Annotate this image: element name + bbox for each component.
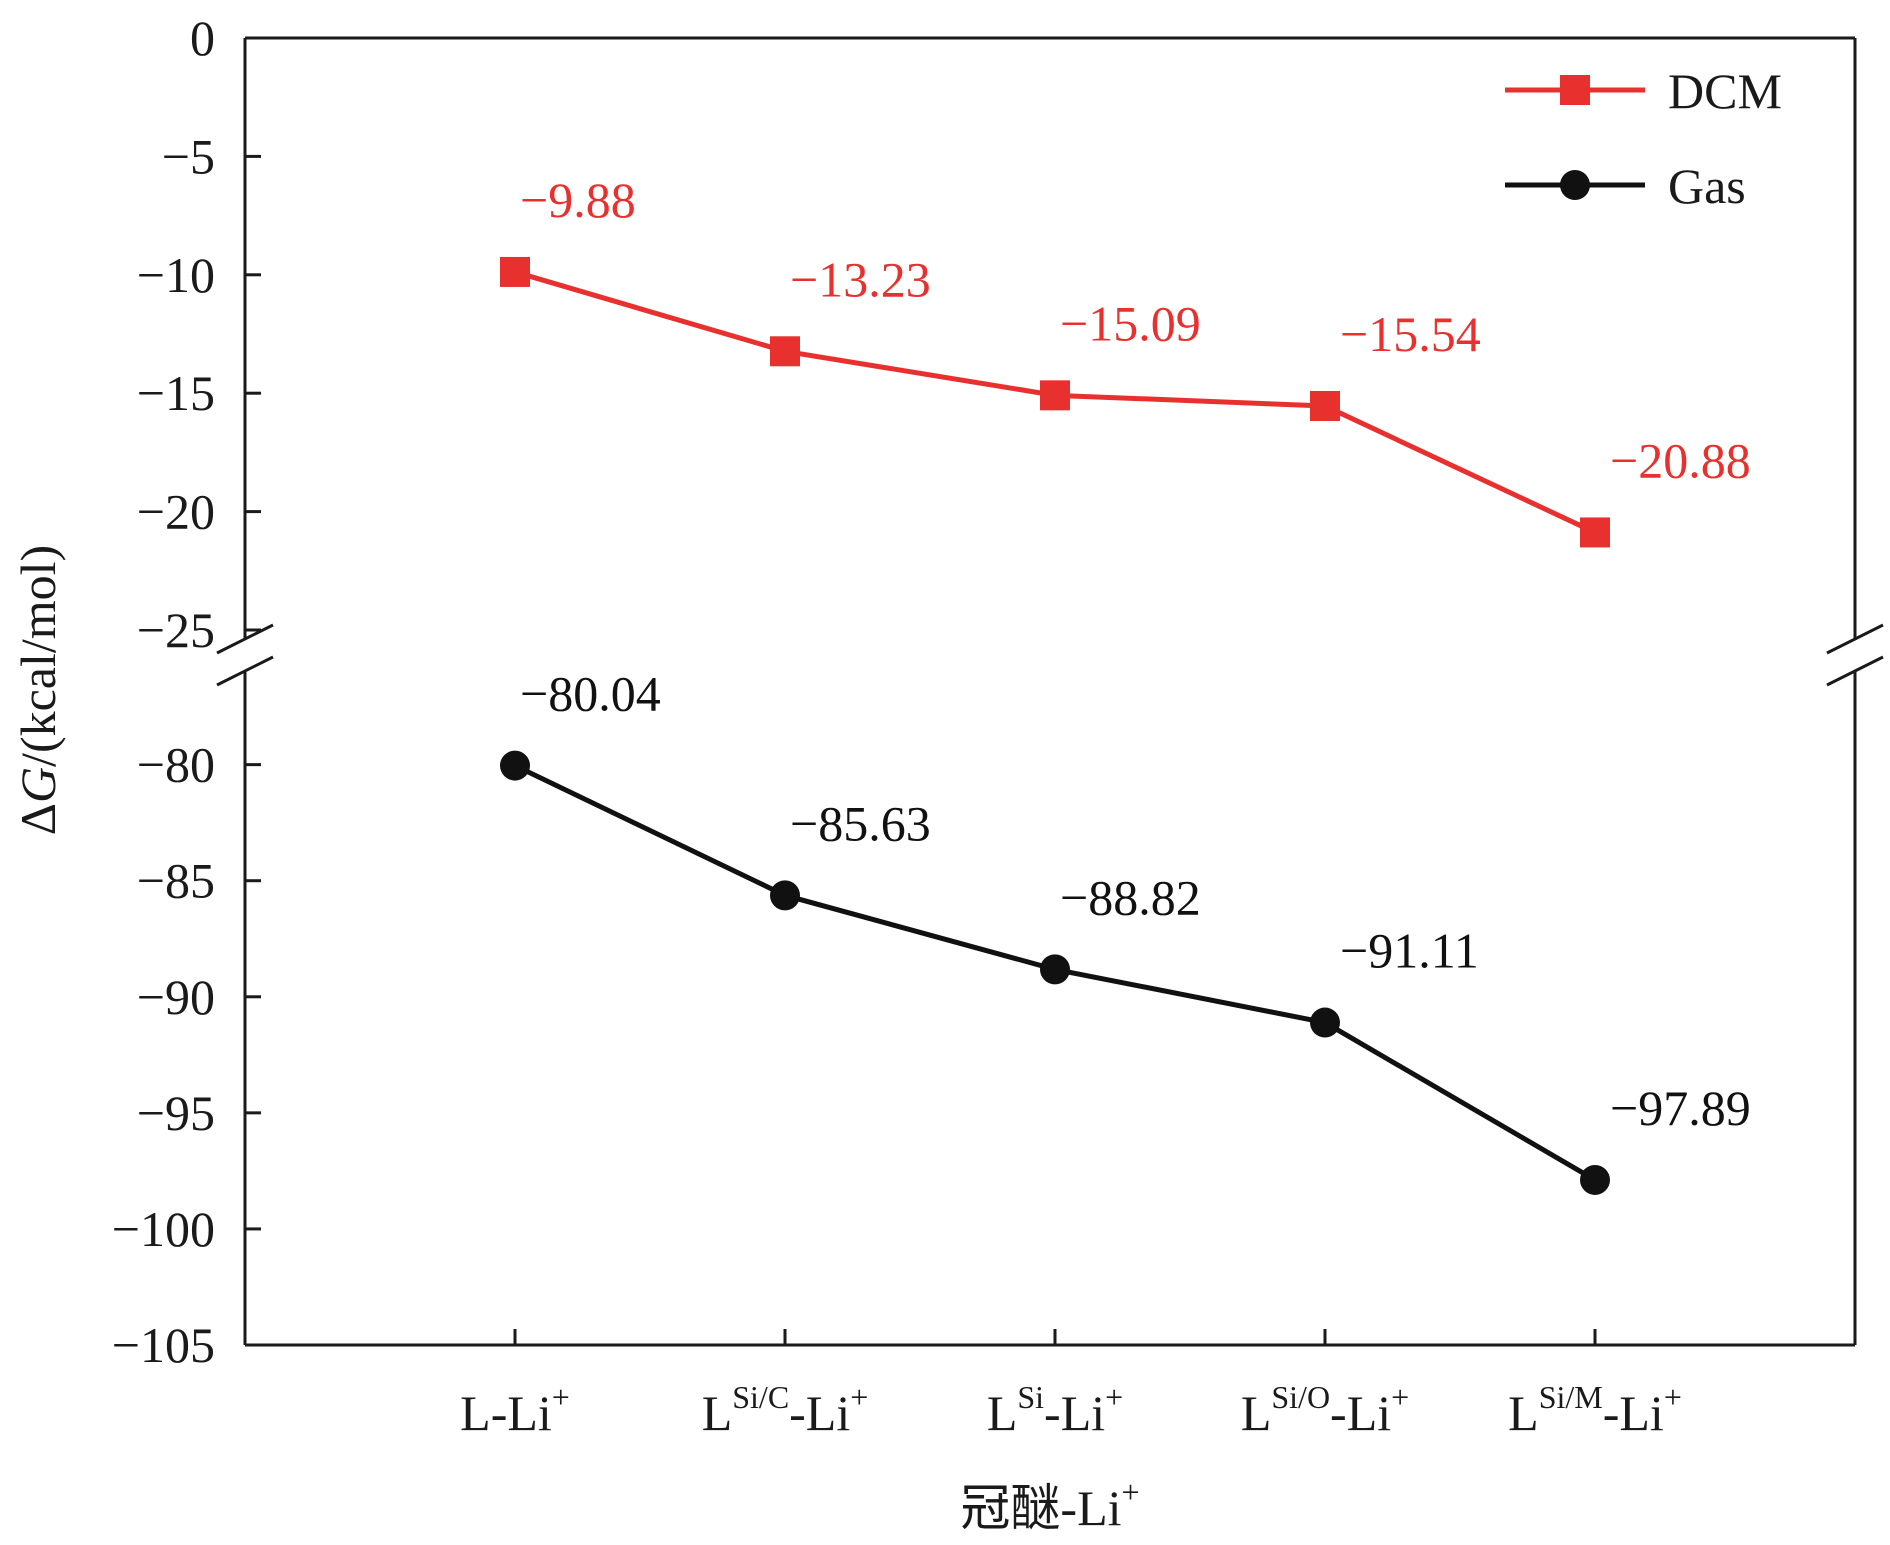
x-tick-label: L-Li+	[460, 1379, 570, 1441]
dcm-data-label: −9.88	[520, 172, 636, 228]
legend: DCM Gas	[1505, 63, 1782, 214]
lower-y-tick-label: −95	[137, 1085, 215, 1141]
dcm-legend-label: DCM	[1668, 63, 1782, 119]
gas-point	[770, 880, 800, 911]
dcm-legend-marker	[1560, 75, 1590, 105]
upper-y-tick-label: −20	[137, 484, 215, 540]
dcm-point	[1580, 517, 1610, 548]
gas-data-label: −97.89	[1610, 1080, 1751, 1136]
lower-y-tick-label: −80	[137, 737, 215, 793]
upper-y-tick-label: 0	[190, 10, 215, 66]
gas-data-label: −80.04	[520, 666, 661, 722]
left-break-mark	[216, 655, 274, 687]
upper-y-tick-label: −5	[162, 128, 215, 184]
gas-data-label: −85.63	[790, 795, 931, 851]
plot-frame	[216, 36, 1884, 1347]
x-axis-title: 冠醚-Li+	[960, 1474, 1139, 1536]
gas-point	[500, 750, 530, 781]
series-layer	[500, 256, 1610, 1195]
gas-point	[1040, 954, 1070, 985]
lower-y-tick-label: −100	[112, 1201, 215, 1257]
dcm-point	[1040, 380, 1070, 411]
lower-y-tick-label: −105	[112, 1317, 215, 1373]
left-break-mark	[216, 623, 274, 655]
x-tick-label: LSi-Li+	[987, 1379, 1123, 1441]
x-tick-label: LSi/M-Li+	[1508, 1379, 1682, 1441]
gas-data-label: −91.11	[1340, 923, 1479, 979]
gas-data-label: −88.82	[1060, 869, 1201, 925]
data-labels: −9.88 −13.23 −15.09 −15.54 −20.88 −80.04 −85.6…	[520, 172, 1751, 1136]
axis-titles: 冠醚-Li+ ΔG/(kcal/mol)	[10, 545, 1140, 1536]
dcm-data-label: −13.23	[790, 251, 931, 307]
upper-y-tick-label: −25	[137, 602, 215, 658]
right-break-mark	[1826, 623, 1884, 655]
gas-point	[1310, 1007, 1340, 1038]
x-tick-label: LSi/C-Li+	[702, 1379, 869, 1441]
lower-y-tick-label: −90	[137, 969, 215, 1025]
y-axis-ticks: 0 −5 −10 −15 −20 −25 −80 −85 −90 −95 −100 −105	[112, 10, 261, 1373]
right-break-mark	[1826, 655, 1884, 687]
upper-y-tick-label: −15	[137, 365, 215, 421]
lower-y-tick-label: −85	[137, 853, 215, 909]
upper-y-tick-label: −10	[137, 247, 215, 303]
gas-point	[1580, 1164, 1610, 1195]
gas-legend-marker	[1560, 170, 1590, 200]
y-axis-title: ΔG/(kcal/mol)	[10, 545, 66, 835]
dcm-point	[1310, 390, 1340, 421]
dcm-data-label: −15.54	[1340, 306, 1481, 362]
dcm-point	[770, 336, 800, 367]
gas-legend-label: Gas	[1668, 158, 1746, 214]
dcm-data-label: −20.88	[1610, 432, 1751, 488]
x-axis-ticks: L-Li+ LSi/C-Li+ LSi-Li+ LSi/O-Li+ LSi/M-Li+	[460, 1329, 1682, 1441]
dcm-data-label: −15.09	[1060, 295, 1201, 351]
dcm-point	[500, 256, 530, 287]
x-tick-label: LSi/O-Li+	[1241, 1379, 1409, 1441]
